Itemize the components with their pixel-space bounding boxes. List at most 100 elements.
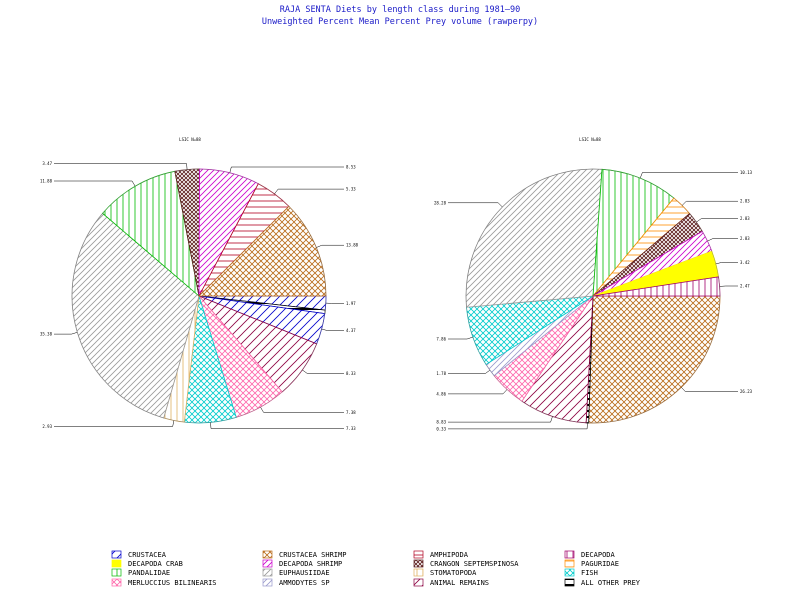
legend-label-ammodytes-sp: AMMODYTES SP: [279, 579, 330, 587]
legend-label-paguridae: PAGURIDAE: [581, 560, 619, 568]
pie0-data-label: 4.37: [346, 328, 356, 333]
pie1-slice-fill-fish: [466, 296, 593, 365]
pie0-data-label: 2.93: [42, 424, 52, 429]
pie1-leader-line: [448, 202, 503, 208]
legend-swatch-fill-fish: [565, 569, 574, 576]
pie0-data-label: 7.33: [346, 426, 356, 431]
legend-swatch-fill-decapoda-crab: [112, 560, 121, 567]
pie0-leader-line: [229, 166, 344, 173]
pie0-data-label: 8.53: [346, 165, 356, 170]
legend-label-decapoda: DECAPODA: [581, 551, 616, 559]
pie1-data-label: 2.83: [740, 199, 750, 204]
pie0-leader-line: [210, 422, 344, 429]
legend-label-stomatopoda: STOMATOPODA: [430, 569, 477, 577]
pie0-data-label: 35.38: [40, 332, 53, 337]
legend-swatch-fill-merluccius-bilinearis: [112, 579, 121, 586]
pie1-leader-line: [639, 172, 738, 179]
pie1-data-label: 7.86: [436, 337, 446, 342]
legend-swatch-fill-pandalidae: [112, 569, 121, 576]
pie1-data-label: 26.23: [740, 389, 753, 394]
pie1-leader-line: [448, 369, 491, 374]
legend-swatch-fill-crangon-septemspinosa: [414, 560, 423, 567]
legend-label-crustacea: CRUSTACEA: [128, 551, 167, 559]
pie1-slice-fill-decapoda-shrimp: [593, 231, 712, 296]
chart-title-line2: Unweighted Percent Mean Percent Prey vol…: [262, 17, 538, 27]
legend-label-amphipoda: AMPHIPODA: [430, 551, 469, 559]
pie-left-title: LSIC N=88: [179, 137, 201, 142]
pie0-leader-line: [54, 332, 78, 335]
pie0-slice-fill-crangon-septemspinosa: [174, 168, 200, 296]
pie0-leader-line: [316, 244, 344, 248]
pie1-leader-line: [448, 336, 473, 340]
pie1-slice-fill-merluccius-bilinearis: [494, 296, 593, 402]
pie1-leader-line: [681, 387, 738, 392]
pie0-leader-line: [54, 420, 175, 427]
pie-chart-right: LSIC N=88 26.23 0.338.83 4.86 1.78 7.86 28.28…: [434, 137, 753, 431]
pie0-leader-line: [321, 328, 344, 331]
legend-label-decapoda-shrimp: DECAPODA SHRIMP: [279, 560, 342, 568]
pie1-slice-fill-animal-remains: [521, 296, 593, 423]
pie1-slice-fill-decapoda-crab: [593, 251, 719, 296]
pie0-data-label: 5.33: [346, 187, 356, 192]
legend-label-crangon-septemspinosa: CRANGON SEPTEMSPINOSA: [430, 560, 519, 568]
legend-label-pandalidae: PANDALIDAE: [128, 569, 170, 577]
legend-swatch-fill-amphipoda: [414, 551, 423, 558]
pie1-data-label: 28.28: [434, 200, 447, 205]
pie0-slice-fill-pandalidae: [102, 171, 199, 296]
pie1-outline: [465, 168, 721, 424]
pie-chart-left: LSIC N=88 1.97 4.37 8.33 7.38 7.33 2.93 35.38 1…: [40, 137, 359, 431]
pie0-slice-fill-amphipoda: [199, 183, 289, 296]
legend-label-all-other-prey: ALL OTHER PREY: [581, 579, 641, 587]
legend-swatch-fill-decapoda: [565, 551, 574, 558]
pie-right-title: LSIC N=88: [579, 137, 601, 142]
pie0-slice-fill-crustacea-shrimp: [199, 206, 326, 296]
legend-swatch-fill-crustacea: [112, 551, 121, 558]
pie1-slice-fill-ammodytes-sp: [486, 296, 593, 376]
pie0-data-label: 1.97: [346, 301, 356, 306]
chart-title-line1: RAJA SENTA Diets by length class during …: [280, 5, 521, 15]
pie0-outline: [71, 168, 327, 424]
pie1-data-label: 3.42: [740, 260, 750, 265]
pie1-data-label: 1.78: [436, 371, 446, 376]
pie1-leader-line: [448, 416, 553, 423]
pie0-leader-line: [260, 406, 344, 413]
legend-swatch-fill-crustacea-shrimp: [263, 551, 272, 558]
legend-swatch-fill-ammodytes-sp: [263, 579, 272, 586]
pie1-leader-line: [707, 238, 738, 242]
pie0-data-label: 3.47: [42, 161, 52, 166]
pie1-data-label: 2.83: [740, 216, 750, 221]
pie0-slice-fill-animal-remains: [199, 296, 317, 392]
pie1-slice-fill-euphausiidae: [466, 169, 603, 308]
pie1-slice-fill-crustacea-shrimp: [588, 296, 720, 424]
pie0-leader-line: [274, 188, 344, 195]
pie1-data-label: 10.13: [740, 170, 753, 175]
pie0-data-label: 8.33: [346, 371, 356, 376]
legend-swatch-fill-paguridae: [565, 560, 574, 567]
pie0-slice-fill-decapoda-shrimp: [199, 169, 259, 296]
pie1-data-label: 0.33: [436, 426, 446, 431]
pie1-data-label: 2.47: [740, 284, 750, 289]
pie0-leader-line: [54, 163, 188, 170]
legend-swatch-fill-stomatopoda: [414, 569, 423, 576]
pie1-data-label: 8.83: [436, 420, 446, 425]
pie0-data-label: 13.88: [346, 243, 359, 248]
legend-swatch-fill-decapoda-shrimp: [263, 560, 272, 567]
pie1-slice-fill-pandalidae: [593, 169, 674, 296]
pie1-slice-fill-crangon-septemspinosa: [593, 213, 703, 296]
legend-label-animal-remains: ANIMAL REMAINS: [430, 579, 489, 587]
pie0-data-label: 11.88: [40, 179, 53, 184]
legend-label-euphausiidae: EUPHAUSIIDAE: [279, 569, 330, 577]
legend-swatch-fill-animal-remains: [414, 579, 423, 586]
legend: CRUSTACEA CRUSTACEA SHRIMP AMPHIPODA DECAPO…: [111, 550, 641, 587]
pie1-leader-line: [448, 389, 508, 395]
legend-swatch-fill-all-other-prey: [565, 579, 574, 586]
legend-label-decapoda-crab: DECAPODA CRAB: [128, 560, 183, 568]
pie0-leader-line: [54, 180, 136, 187]
pie0-slice-fill-crustacea: [199, 296, 325, 344]
pie1-data-label: 4.86: [436, 391, 446, 396]
pie0-slice-fill-merluccius-bilinearis: [199, 296, 283, 418]
pie1-leader-line: [715, 262, 738, 265]
pie1-data-label: 2.83: [740, 236, 750, 241]
pie1-slice-fill-paguridae: [593, 198, 690, 296]
